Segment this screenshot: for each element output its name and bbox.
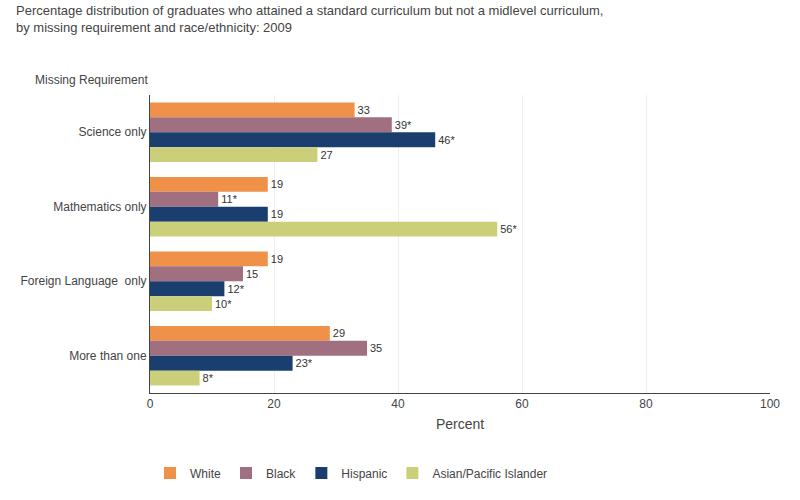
svg-text:19: 19 — [271, 208, 283, 220]
svg-text:Foreign Language only: Foreign Language only — [21, 274, 147, 288]
svg-text:10*: 10* — [215, 298, 232, 310]
svg-text:33: 33 — [358, 104, 370, 116]
svg-text:Missing Requirement: Missing Requirement — [35, 73, 148, 87]
svg-text:80: 80 — [639, 397, 653, 411]
svg-text:19: 19 — [271, 253, 283, 265]
svg-text:Science only: Science only — [79, 125, 147, 139]
svg-text:20: 20 — [267, 397, 281, 411]
svg-text:15: 15 — [246, 268, 258, 280]
svg-text:Asian/Pacific Islander: Asian/Pacific Islander — [432, 467, 547, 481]
svg-text:35: 35 — [370, 342, 382, 354]
svg-text:23*: 23* — [296, 357, 313, 369]
svg-text:60: 60 — [515, 397, 529, 411]
svg-text:40: 40 — [391, 397, 405, 411]
svg-text:Black: Black — [266, 467, 296, 481]
svg-text:0: 0 — [147, 397, 154, 411]
svg-text:29: 29 — [333, 327, 345, 339]
svg-text:27: 27 — [320, 149, 332, 161]
svg-text:Mathematics only: Mathematics only — [53, 200, 146, 214]
svg-text:More than one: More than one — [69, 349, 147, 363]
svg-text:56*: 56* — [500, 223, 517, 235]
svg-text:Hispanic: Hispanic — [341, 467, 387, 481]
svg-text:19: 19 — [271, 178, 283, 190]
svg-text:Percent: Percent — [436, 416, 484, 432]
svg-text:39*: 39* — [395, 119, 412, 131]
svg-text:8*: 8* — [203, 372, 214, 384]
svg-text:46*: 46* — [438, 134, 455, 146]
svg-text:Percentage distribution of gra: Percentage distribution of graduates who… — [16, 3, 603, 35]
svg-text:11*: 11* — [221, 193, 237, 205]
svg-text:White: White — [190, 467, 221, 481]
svg-text:12*: 12* — [227, 283, 244, 295]
svg-text:100: 100 — [760, 397, 780, 411]
